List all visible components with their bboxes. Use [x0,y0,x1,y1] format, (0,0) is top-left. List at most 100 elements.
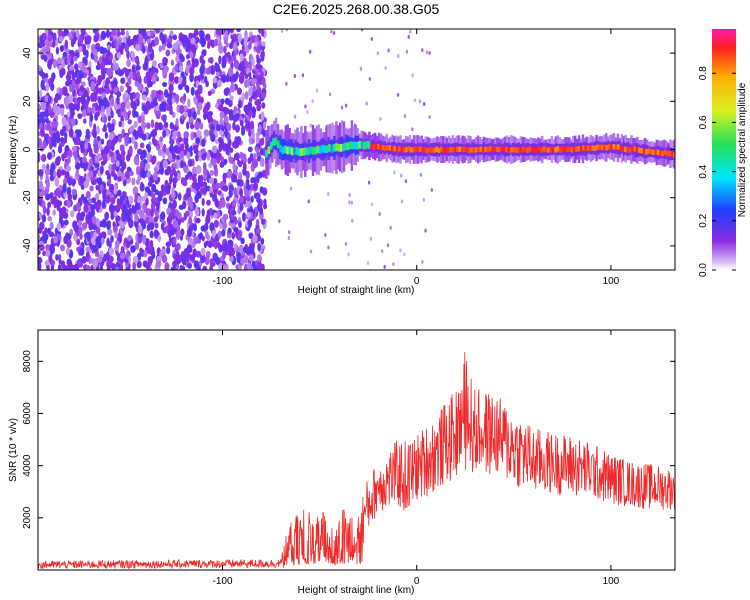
signal-band-core [565,146,569,152]
spectrogram-cell [247,157,252,165]
spectrogram-cell [172,253,178,260]
spectrogram-cell [40,153,47,163]
spectrogram-cell [263,203,268,210]
signal-band-core [626,147,630,153]
spectrogram-cell [52,59,58,69]
signal-band-core [663,149,667,155]
spectrogram-cell [120,120,125,128]
spectrogram-cell [186,151,191,160]
spectrogram-cell [201,37,207,47]
signal-band-core [514,147,518,153]
spectrogram-cell [190,86,195,96]
spectrogram-cell [119,49,124,55]
spectrogram-cell [172,260,177,269]
signal-band-core [621,146,625,152]
spectrogram-cell [106,49,111,57]
spectrogram-cell [113,102,118,111]
signal-band-core [428,147,431,153]
spectrogram-cell [227,239,233,246]
spectrogram-cell [260,111,265,121]
spectrogram-cell [140,115,145,123]
signal-band-core [647,148,651,154]
signal-band-core [607,144,611,150]
signal-band-core [610,145,613,151]
signal-band-core [269,141,273,150]
spectrogram-cell [105,106,111,117]
spectrogram-cell [214,182,221,190]
spectrogram-cell [229,83,236,93]
spectrogram-cell [183,111,189,119]
spectrogram-cell [50,162,56,172]
spectrogram-cell [135,179,140,185]
spectrogram-cell [202,266,207,270]
signal-band-core [360,141,364,149]
spectrogram-cell [199,66,205,75]
spectrogram-cell [259,206,264,215]
spectrogram-cell [139,142,145,149]
spectrogram-cell [50,264,55,270]
spectrogram-cell [425,50,429,55]
signal-band-core [579,146,583,153]
spectrogram-cell [42,205,47,215]
spectrogram-cell [173,76,180,84]
colorbar-tick-label: 0.6 [698,115,709,129]
spectrogram-cell [54,177,60,187]
signal-band-core [276,140,280,149]
spectrogram-cell [150,119,155,129]
signal-band-core [575,146,578,152]
spectrogram-cell [122,67,128,73]
spectrogram-cell [194,208,200,217]
spectrogram-cell [117,189,122,197]
spectrogram-cell [61,116,67,126]
spectrogram-cell [172,153,177,160]
spectrogram-cell [201,148,206,154]
spectrogram-cell [368,76,372,81]
spectrogram-cell [47,136,52,145]
spectrogram-signal-track [265,117,675,179]
spectrogram-cell [411,73,414,78]
spectrogram-cell [153,229,158,239]
spectrogram-cell [141,104,147,112]
spectrogram-cell [149,103,155,109]
spectrogram-cell [127,85,132,92]
spectrogram-cell [100,30,107,40]
spectrogram-cell [67,176,73,186]
signal-band-core [421,147,424,153]
spectrogram-cell [183,194,187,201]
spectrogram-cell [166,247,171,255]
spectrogram-cell [257,29,263,34]
spectrogram-cell [99,165,104,175]
signal-band-core [551,146,555,152]
snr-frame [37,329,676,571]
spectrogram-cell [348,200,351,205]
spectrogram-cell [127,77,132,86]
signal-band-core [474,147,478,153]
signal-band-core [472,147,476,153]
signal-band-core [423,147,427,153]
spectrogram-cell [83,163,87,172]
signal-band-core [309,146,313,155]
spectrogram-cell [44,117,50,124]
spectrogram-cell [221,185,227,191]
signal-band-core [442,147,445,154]
spectrogram-cell [100,138,105,145]
spectrogram-cell [59,244,66,252]
spectrogram-cell [42,47,47,55]
spectrogram-cell [141,29,147,37]
spectrogram-cell [135,65,141,71]
spectrogram-cell [367,180,371,185]
spectrogram-cell [67,155,71,164]
signal-band-core [437,147,441,154]
spectrogram-cell [107,67,114,77]
spectrogram-cell [96,125,100,135]
spectrogram-cell [235,124,240,133]
spectrogram-cell [165,129,170,137]
spectrogram-cell [49,192,54,198]
spectrogram-cell [154,216,158,223]
spectrogram-cell [69,210,75,218]
spectrogram-cell [47,34,54,42]
spectrogram-cell [196,265,201,270]
spectrogram-cell [62,183,67,193]
spectrogram-cell [245,121,251,130]
spectrogram-cell [186,244,192,253]
